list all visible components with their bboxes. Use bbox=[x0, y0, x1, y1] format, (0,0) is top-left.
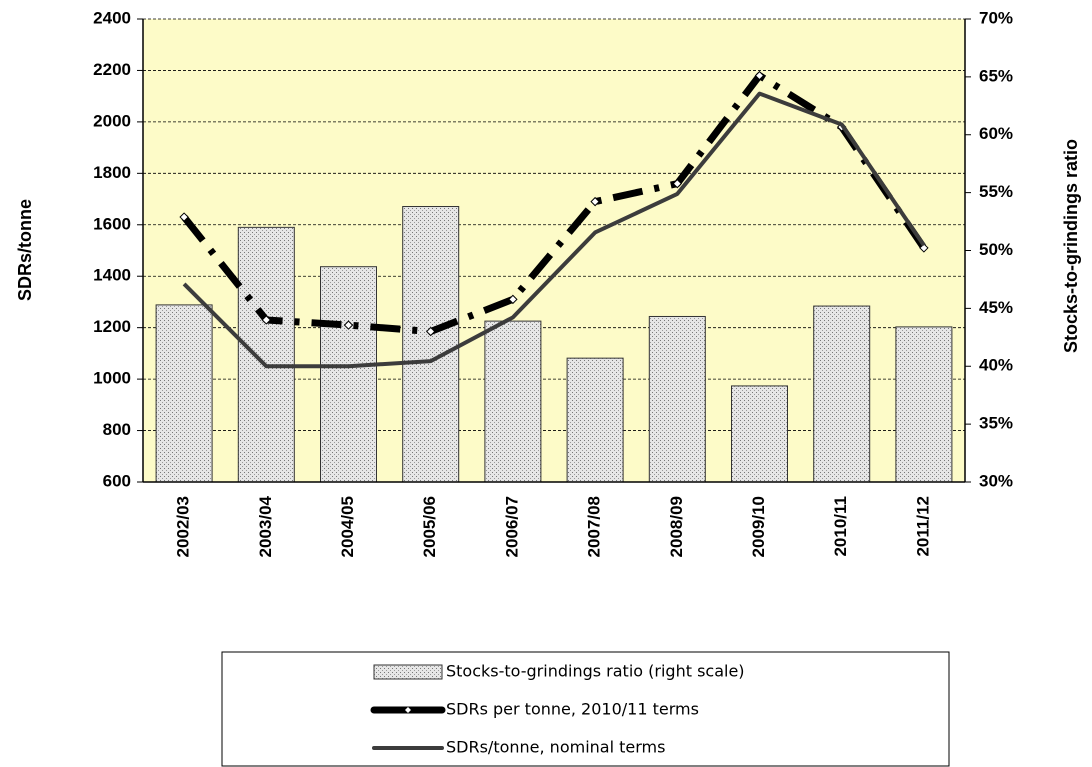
x-tick-label: 2010/11 bbox=[831, 496, 850, 557]
y2-tick-label: 60% bbox=[979, 124, 1013, 143]
x-tick-label: 2008/09 bbox=[667, 496, 686, 557]
bar bbox=[320, 266, 377, 483]
y2-tick-label: 45% bbox=[979, 298, 1013, 317]
y-tick-label: 2400 bbox=[93, 8, 131, 27]
bar bbox=[566, 357, 624, 483]
x-tick-label: 2011/12 bbox=[913, 496, 932, 557]
x-tick-label: 2006/07 bbox=[502, 496, 521, 557]
marker bbox=[672, 178, 683, 189]
y-tick-label: 600 bbox=[103, 471, 131, 490]
bar bbox=[155, 304, 213, 483]
marker bbox=[508, 294, 518, 305]
y2-axis-label: Stocks-to-grindings ratio bbox=[1061, 139, 1081, 353]
x-tick-label: 2004/05 bbox=[338, 496, 357, 557]
marker bbox=[590, 196, 600, 207]
y-tick-label: 2000 bbox=[93, 111, 131, 130]
y2-tick-label: 40% bbox=[979, 356, 1013, 375]
marker bbox=[343, 320, 354, 330]
legend-label: SDRs/tonne, nominal terms bbox=[446, 738, 665, 757]
marker bbox=[754, 70, 765, 81]
bar bbox=[731, 385, 788, 483]
x-tick-label: 2009/10 bbox=[749, 496, 768, 557]
marker bbox=[261, 315, 272, 325]
legend-swatch bbox=[373, 664, 443, 680]
bar bbox=[484, 320, 542, 483]
line bbox=[182, 91, 926, 369]
x-tick-label: 2002/03 bbox=[174, 496, 193, 557]
y2-tick-label: 55% bbox=[979, 182, 1013, 201]
legend-marker bbox=[405, 707, 411, 713]
y2-tick-label: 35% bbox=[979, 414, 1013, 433]
bar bbox=[895, 326, 953, 483]
bar bbox=[237, 226, 295, 483]
y-tick-label: 1200 bbox=[93, 317, 131, 336]
legend-box bbox=[221, 651, 950, 767]
legend-label: Stocks-to-grindings ratio (right scale) bbox=[446, 662, 745, 681]
y-tick-label: 2200 bbox=[93, 60, 131, 79]
marker bbox=[425, 326, 436, 337]
x-tick-label: 2003/04 bbox=[256, 495, 275, 557]
y-tick-label: 1600 bbox=[93, 214, 131, 233]
y-tick-label: 1000 bbox=[93, 369, 131, 388]
bar bbox=[648, 315, 706, 483]
y-tick-label: 800 bbox=[103, 420, 131, 439]
y-tick-label: 1400 bbox=[93, 266, 131, 285]
x-tick-label: 2005/06 bbox=[420, 496, 439, 557]
x-tick-label: 2007/08 bbox=[585, 496, 604, 557]
y-tick-label: 1800 bbox=[93, 163, 131, 182]
bar bbox=[402, 206, 460, 483]
y2-tick-label: 70% bbox=[979, 8, 1013, 27]
y-axis-label: SDRs/tonne bbox=[15, 199, 35, 301]
y2-tick-label: 65% bbox=[979, 66, 1013, 85]
bar bbox=[813, 305, 871, 483]
y2-tick-label: 50% bbox=[979, 240, 1013, 259]
legend-label: SDRs per tonne, 2010/11 terms bbox=[446, 700, 699, 719]
y2-tick-label: 30% bbox=[979, 471, 1013, 490]
line bbox=[181, 72, 927, 336]
marker bbox=[179, 212, 189, 222]
